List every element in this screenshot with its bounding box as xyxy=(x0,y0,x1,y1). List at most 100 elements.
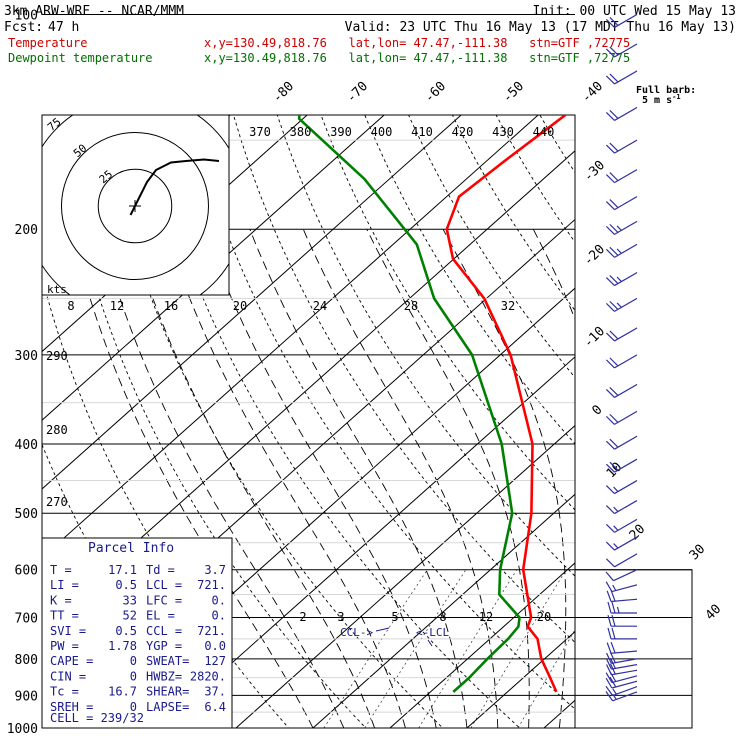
parcel-param-value: 17.1 xyxy=(108,563,137,577)
isotherm--70 xyxy=(42,115,539,559)
wind-barb-feather xyxy=(606,590,612,602)
parcel-param-label: CCL = xyxy=(146,624,182,638)
wind-barb-staff xyxy=(613,569,638,582)
pressure-tick-800: 800 xyxy=(15,653,38,668)
isotherm-20 xyxy=(543,699,575,728)
temperature-tick--40: -40 xyxy=(579,79,606,106)
wind-barb xyxy=(607,627,637,640)
dewpoint-location: x,y=130.49,818.76 lat,lon= 47.47,-111.38… xyxy=(204,51,630,65)
wind-barb-feather xyxy=(605,685,614,696)
wind-barb-feather xyxy=(605,672,613,683)
dry-adiabat-360 xyxy=(451,115,575,312)
wind-barb-feather xyxy=(609,223,619,233)
wind-barb-staff xyxy=(614,297,638,312)
parcel-param-label: K = xyxy=(50,593,72,607)
wind-barb-staff xyxy=(614,458,638,473)
wind-barb-feather xyxy=(609,330,619,340)
parcel-info-row: T = 17.1 Td = 3.7 xyxy=(50,563,226,577)
temperature-tick--60: -60 xyxy=(422,79,449,106)
mixing-label-lower-3: 3 xyxy=(337,610,344,624)
wind-barb-feather xyxy=(611,627,616,640)
wind-barb-feather xyxy=(609,172,619,182)
dry-adiabat-320 xyxy=(276,115,575,577)
mixing-label-upper-28: 28 xyxy=(404,299,418,313)
parcel-info-title: Parcel Info xyxy=(88,541,174,556)
wind-barb xyxy=(605,518,638,533)
wind-barb-feather xyxy=(605,302,615,312)
wind-barb-staff xyxy=(614,106,638,121)
dry-adiabat-340 xyxy=(364,115,575,445)
parcel-param-value: 0 xyxy=(130,654,137,668)
wind-barb-half-feather xyxy=(613,543,619,549)
theta-label-290: 290 xyxy=(46,349,68,363)
dry-adiabat-400 xyxy=(569,14,740,740)
wind-barb-feather xyxy=(609,357,619,367)
parcel-param-label: HWBZ= xyxy=(146,669,182,683)
wind-barb-feather xyxy=(609,16,619,26)
wind-barb-feather xyxy=(605,201,615,211)
pressure-tick-700: 700 xyxy=(15,611,38,626)
parcel-info: Parcel Info T = 17.1 Td = 3.7 LI = 0.5 LCL = 72… xyxy=(50,541,226,725)
wind-barb-staff xyxy=(614,272,638,287)
init-time: Init: 00 UTC Wed 15 May 13 xyxy=(533,4,737,19)
parcel-param-label: Td = xyxy=(146,563,175,577)
barb-key-title: Full barb: xyxy=(636,85,696,96)
wind-barb-feather xyxy=(605,174,615,184)
wind-barb-half-feather xyxy=(612,584,617,591)
parcel-param-value: 16.7 xyxy=(108,685,137,699)
wind-barb-feather xyxy=(605,463,615,473)
wind-barb-half-feather xyxy=(616,225,622,231)
mixing-label-upper-8: 8 xyxy=(67,299,74,313)
wind-barb-feather xyxy=(605,111,615,121)
wind-barb xyxy=(605,536,638,551)
wind-barb-feather xyxy=(609,413,619,423)
wind-barb-feather xyxy=(605,664,612,676)
lcl-arrow xyxy=(427,639,433,647)
parcel-param-label: TT = xyxy=(50,609,79,623)
parcel-param-value: 0. xyxy=(212,609,226,623)
mixing-label-upper-20: 20 xyxy=(233,299,247,313)
wind-barb xyxy=(605,480,638,495)
wind-barb xyxy=(606,642,638,654)
isotherm-40 xyxy=(698,115,740,728)
wind-barb xyxy=(605,220,638,235)
parcel-param-label: EL = xyxy=(146,609,175,623)
parcel-param-value: 3.7 xyxy=(204,563,226,577)
dewpoint-label: Dewpoint temperature xyxy=(8,51,153,65)
parcel-param-label: YGP = xyxy=(146,639,182,653)
mixing-line-3 xyxy=(364,569,467,728)
isotherm-30 xyxy=(621,115,740,728)
moist-adiabat--2 xyxy=(130,229,376,728)
isotherm--90 xyxy=(42,115,385,421)
wind-barb-staff xyxy=(611,650,638,654)
wind-barb-staff xyxy=(614,220,638,235)
wind-barb-feather xyxy=(609,109,619,119)
wind-barb-staff xyxy=(611,658,638,664)
wind-barb-feather xyxy=(609,142,619,152)
theta-label-270: 270 xyxy=(46,495,68,509)
temperature-tick--20: -20 xyxy=(581,242,608,269)
temperature-tick--30: -30 xyxy=(581,158,608,185)
mixing-label-upper-24: 24 xyxy=(313,299,327,313)
mixing-label-upper-12: 12 xyxy=(110,299,124,313)
wind-barb-half-feather xyxy=(613,486,619,492)
theta-label-380: 380 xyxy=(290,125,312,139)
wind-barb xyxy=(605,139,638,154)
wind-barb-half-feather xyxy=(616,302,622,308)
pressure-tick-300: 300 xyxy=(15,349,38,364)
parcel-info-row: CIN = 0 HWBZ= 2820. xyxy=(50,669,226,683)
wind-barb-feather xyxy=(609,652,616,663)
dry-adiabat-380 xyxy=(539,115,575,174)
wind-barb-feather xyxy=(605,691,614,702)
wind-barb xyxy=(607,601,637,614)
wind-barb-feather xyxy=(609,461,619,471)
parcel-param-value: 37. xyxy=(204,685,226,699)
temperature-tick-40: 40 xyxy=(703,602,725,624)
parcel-info-row: LI = 0.5 LCL = 721. xyxy=(50,578,226,592)
wind-barb-feather xyxy=(605,652,612,664)
wind-barb-feather xyxy=(605,658,612,670)
moist-adiabat--6 xyxy=(99,229,345,728)
plot-frame xyxy=(41,114,693,729)
theta-label-280: 280 xyxy=(46,423,68,437)
